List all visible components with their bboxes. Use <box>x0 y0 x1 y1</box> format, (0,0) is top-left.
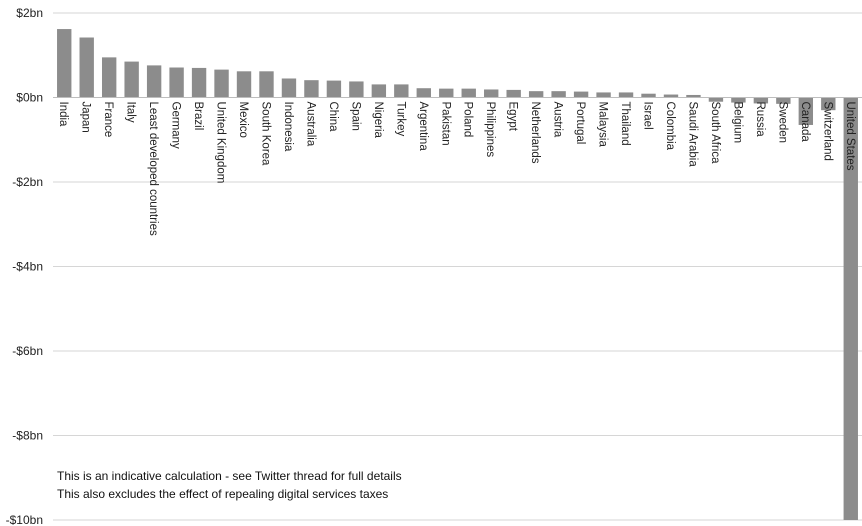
bar <box>416 88 431 98</box>
category-label: Brazil <box>192 102 204 131</box>
category-label: India <box>57 102 69 128</box>
bar <box>776 97 791 104</box>
bar <box>573 91 589 98</box>
category-label: United States <box>844 102 856 171</box>
category-label: Netherlands <box>529 102 541 164</box>
category-label: Canada <box>799 102 811 143</box>
bar <box>124 61 139 98</box>
bar <box>596 92 611 98</box>
category-label: Australia <box>304 102 316 147</box>
category-label: Mexico <box>237 102 249 138</box>
bar <box>191 67 207 98</box>
bar <box>146 65 162 98</box>
category-label: Japan <box>80 102 92 133</box>
bar <box>236 71 252 98</box>
chart-note-1: This is an indicative calculation - see … <box>57 469 402 483</box>
category-label: Russia <box>754 102 766 138</box>
category-label: South Africa <box>709 102 721 165</box>
bar <box>101 57 117 98</box>
bar <box>641 93 656 98</box>
bar <box>843 97 858 520</box>
y-tick-label: $0bn <box>16 91 43 105</box>
chart-note-2: This also excludes the effect of repeali… <box>57 487 389 501</box>
bar <box>484 89 499 98</box>
category-label: Israel <box>642 102 654 130</box>
bar <box>169 67 184 98</box>
bar <box>506 89 521 98</box>
category-label: Turkey <box>394 102 406 137</box>
category-label: Switzerland <box>821 102 833 161</box>
category-label: Austria <box>552 102 564 138</box>
category-label: Least developed countries <box>147 102 159 237</box>
bar <box>371 84 387 98</box>
bar <box>214 69 229 98</box>
y-tick-label: -$8bn <box>12 429 43 443</box>
bar <box>708 97 724 102</box>
bar <box>79 37 94 98</box>
bar <box>753 97 769 104</box>
bar <box>528 91 544 98</box>
bar <box>461 88 476 98</box>
bar <box>686 94 701 98</box>
bar <box>821 97 836 111</box>
category-label: France <box>102 102 114 138</box>
category-label: Germany <box>170 102 182 150</box>
category-label: South Korea <box>259 102 271 167</box>
y-tick-label: -$2bn <box>12 175 43 189</box>
category-label: Poland <box>462 102 474 138</box>
bar <box>618 92 634 98</box>
category-label: Malaysia <box>597 102 609 148</box>
y-tick-label: -$10bn <box>6 513 43 526</box>
bar <box>326 80 342 98</box>
category-label: Thailand <box>619 102 631 146</box>
bar <box>57 29 72 98</box>
category-label: Egypt <box>507 102 519 132</box>
category-label: Saudi Arabia <box>686 102 698 168</box>
category-label: Pakistan <box>439 102 451 146</box>
bar <box>349 81 364 98</box>
category-label: Philippines <box>484 102 496 158</box>
bar <box>394 84 409 98</box>
category-label: United Kingdom <box>215 102 227 184</box>
category-label: Colombia <box>664 102 676 151</box>
bar <box>259 71 274 98</box>
y-tick-label: -$4bn <box>12 260 43 274</box>
bar <box>439 88 454 98</box>
category-label: Indonesia <box>282 102 294 152</box>
bar <box>731 97 746 103</box>
category-label: Portugal <box>574 102 586 145</box>
category-label: China <box>327 102 339 133</box>
category-label: Belgium <box>731 102 743 144</box>
category-label: Sweden <box>776 102 788 144</box>
category-label: Nigeria <box>372 102 384 139</box>
y-tick-label: $2bn <box>16 6 43 20</box>
category-label: Argentina <box>417 102 429 152</box>
bar <box>304 80 319 98</box>
y-tick-label: -$6bn <box>12 344 43 358</box>
bar <box>281 78 297 98</box>
bar <box>798 97 814 125</box>
category-label: Spain <box>349 102 361 131</box>
bar <box>663 94 679 98</box>
bar <box>551 91 566 98</box>
category-label: Italy <box>125 102 137 123</box>
